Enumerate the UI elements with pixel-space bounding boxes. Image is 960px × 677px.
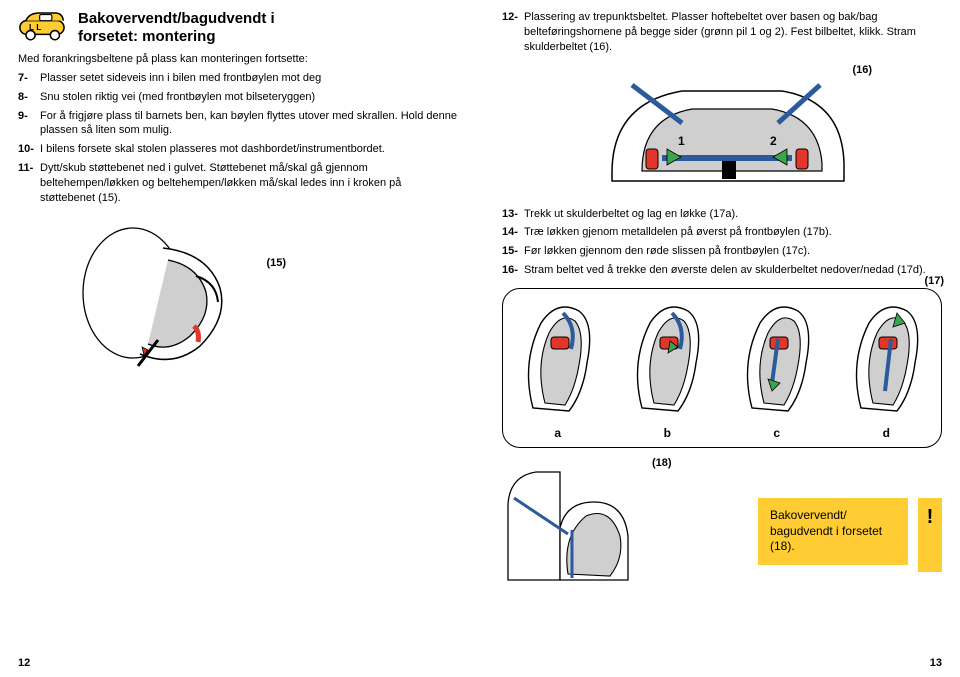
step-7: 7- Plasser setet sideveis inn i bilen me… bbox=[18, 71, 458, 86]
figure-18-row: (18) Bakovervendt/ bagudvendt i forsetet… bbox=[502, 458, 942, 588]
step-num: 7- bbox=[18, 71, 36, 86]
step-num: 10- bbox=[18, 142, 36, 157]
step-num: 8- bbox=[18, 90, 36, 105]
step-text: Snu stolen riktig vei (med frontbøylen m… bbox=[40, 90, 458, 105]
figure-17: a b bbox=[502, 288, 942, 448]
step-text: Plassering av trepunktsbeltet. Plasser h… bbox=[524, 10, 942, 55]
figure-16: 1 2 (16) bbox=[572, 63, 872, 193]
step-11: 11- Dytt/skub støttebenet ned i gulvet. … bbox=[18, 161, 458, 206]
figure-17-cap-a: a bbox=[513, 425, 603, 441]
warning-bang: ! bbox=[918, 498, 942, 572]
intro-text: Med forankringsbeltene på plass kan mont… bbox=[18, 52, 458, 67]
step-text: Plasser setet sideveis inn i bilen med f… bbox=[40, 71, 458, 86]
step-num: 13- bbox=[502, 207, 520, 222]
step-text: Træ løkken gjenom metalldelen på øverst … bbox=[524, 225, 942, 240]
section-heading: Bakovervendt/bagudvendt i forsetet: mont… bbox=[78, 10, 275, 46]
heading-row: L L Bakovervendt/bagudvendt i forsetet: … bbox=[18, 10, 458, 46]
step-12: 12- Plassering av trepunktsbeltet. Plass… bbox=[502, 10, 942, 55]
right-page: 12- Plassering av trepunktsbeltet. Plass… bbox=[480, 0, 960, 677]
figure-16-svg: 1 2 bbox=[572, 63, 872, 193]
figure-18-label: (18) bbox=[652, 456, 672, 471]
step-13: 13- Trekk ut skulderbeltet og lag en løk… bbox=[502, 207, 942, 222]
step-text: I bilens forsete skal stolen plasseres m… bbox=[40, 142, 458, 157]
step-text: Trekk ut skulderbeltet og lag en løkke (… bbox=[524, 207, 942, 222]
step-text: Før løkken gjennom den røde slissen på f… bbox=[524, 244, 942, 259]
step-text: Stram beltet ved å trekke den øverste de… bbox=[524, 263, 942, 278]
figure-17-cap-d: d bbox=[841, 425, 931, 441]
step-num: 11- bbox=[18, 161, 36, 206]
car-icon: L L bbox=[18, 10, 72, 42]
figure-17d-svg bbox=[841, 293, 931, 423]
figure-15-label: (15) bbox=[266, 256, 286, 271]
figure-17b-svg bbox=[622, 293, 712, 423]
figure-15: (15) bbox=[78, 218, 278, 368]
figure-18-svg bbox=[502, 458, 642, 588]
figure-15-svg bbox=[78, 218, 278, 368]
step-num: 16- bbox=[502, 263, 520, 278]
svg-text:1: 1 bbox=[678, 134, 685, 148]
step-num: 12- bbox=[502, 10, 520, 55]
step-9: 9- For å frigjøre plass til barnets ben,… bbox=[18, 109, 458, 139]
figure-17-cap-c: c bbox=[732, 425, 822, 441]
figure-17c-svg bbox=[732, 293, 822, 423]
heading-line1: Bakovervendt/bagudvendt i bbox=[78, 10, 275, 27]
page-number-left: 12 bbox=[18, 656, 30, 671]
step-10: 10- I bilens forsete skal stolen plasser… bbox=[18, 142, 458, 157]
left-page: L L Bakovervendt/bagudvendt i forsetet: … bbox=[0, 0, 480, 677]
step-num: 14- bbox=[502, 225, 520, 240]
figure-17-cap-b: b bbox=[622, 425, 712, 441]
step-15: 15- Før løkken gjennom den røde slissen … bbox=[502, 244, 942, 259]
figure-17-label: (17) bbox=[924, 274, 944, 289]
step-16: 16- Stram beltet ved å trekke den øverst… bbox=[502, 263, 942, 278]
heading-line2: forsetet: montering bbox=[78, 28, 216, 45]
figure-17a-svg bbox=[513, 293, 603, 423]
step-text: For å frigjøre plass til barnets ben, ka… bbox=[40, 109, 458, 139]
step-num: 9- bbox=[18, 109, 36, 139]
yellow-callout: Bakovervendt/ bagudvendt i forsetet (18)… bbox=[758, 498, 908, 565]
svg-text:2: 2 bbox=[770, 134, 777, 148]
svg-text:L L: L L bbox=[29, 22, 41, 32]
step-text: Dytt/skub støttebenet ned i gulvet. Støt… bbox=[40, 161, 458, 206]
step-8: 8- Snu stolen riktig vei (med frontbøyle… bbox=[18, 90, 458, 105]
figure-18 bbox=[502, 458, 642, 588]
figure-16-label: (16) bbox=[852, 63, 872, 78]
page-number-right: 13 bbox=[930, 656, 942, 671]
step-num: 15- bbox=[502, 244, 520, 259]
step-14: 14- Træ løkken gjenom metalldelen på øve… bbox=[502, 225, 942, 240]
